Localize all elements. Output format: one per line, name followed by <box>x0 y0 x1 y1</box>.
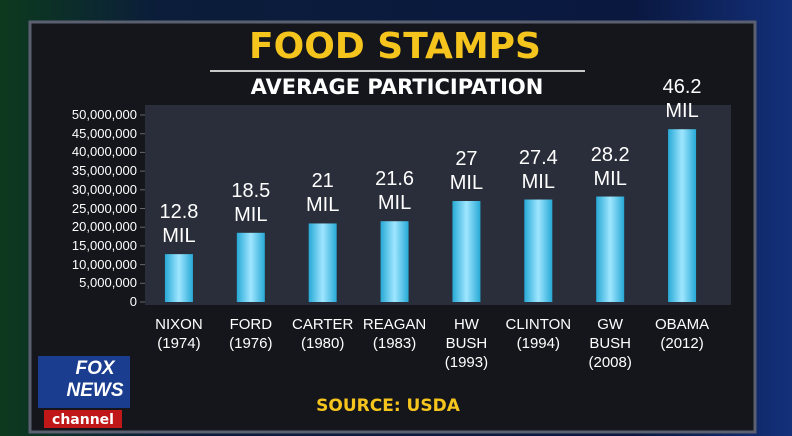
y-tick-label: 25,000,000 <box>71 200 137 216</box>
y-tick-label: 30,000,000 <box>71 181 137 197</box>
value-label: 28.2 MIL <box>590 143 630 190</box>
x-tick-label: FORD (1976) <box>229 316 273 352</box>
bar <box>668 129 697 302</box>
x-tick-label: HW BUSH (1993) <box>444 316 489 371</box>
y-tick-label: 50,000,000 <box>71 107 137 122</box>
x-tick-label: GW BUSH (2008) <box>588 316 632 371</box>
chart-title: FOOD STAMPS <box>249 26 541 67</box>
value-label: 12.8 MIL <box>159 201 199 248</box>
value-label: 46.2 MIL <box>662 76 702 123</box>
y-tick-label: 20,000,000 <box>71 219 137 235</box>
y-tick-label: 35,000,000 <box>71 163 137 179</box>
x-tick-label: NIXON (1974) <box>155 316 203 352</box>
value-label: 18.5 MIL <box>231 179 271 226</box>
source: SOURCE: USDA <box>316 396 461 416</box>
bar <box>164 254 193 302</box>
bar <box>236 232 265 302</box>
value-label: 21.6 MIL <box>375 168 415 215</box>
y-tick-label: 10,000,000 <box>71 256 137 272</box>
bar <box>524 199 553 302</box>
value-label: 27 MIL <box>449 148 484 195</box>
y-tick-label: 45,000,000 <box>71 125 137 141</box>
bar <box>308 223 337 302</box>
y-tick-label: 0 <box>129 294 137 309</box>
y-tick-label: 40,000,000 <box>71 144 137 160</box>
logo-network: channel <box>52 412 114 428</box>
x-tick-label: REAGAN (1983) <box>362 316 427 352</box>
value-label: 21 MIL <box>306 170 340 217</box>
y-tick-label: 5,000,000 <box>79 275 137 291</box>
bar <box>380 221 409 302</box>
logo-box <box>38 356 130 408</box>
x-tick-label: OBAMA (2012) <box>654 316 710 352</box>
bar <box>452 201 481 302</box>
chart-subtitle: AVERAGE PARTICIPATION <box>251 75 544 99</box>
logo-network-box <box>44 410 122 428</box>
y-tick-label: 15,000,000 <box>71 237 137 253</box>
x-tick-label: CARTER (1980) <box>291 316 354 352</box>
x-tick-label: CLINTON (1994) <box>505 316 572 352</box>
value-label: 27.4 MIL <box>518 146 558 193</box>
bar <box>596 196 625 302</box>
logo-brand: FOX NEWS <box>66 358 124 401</box>
